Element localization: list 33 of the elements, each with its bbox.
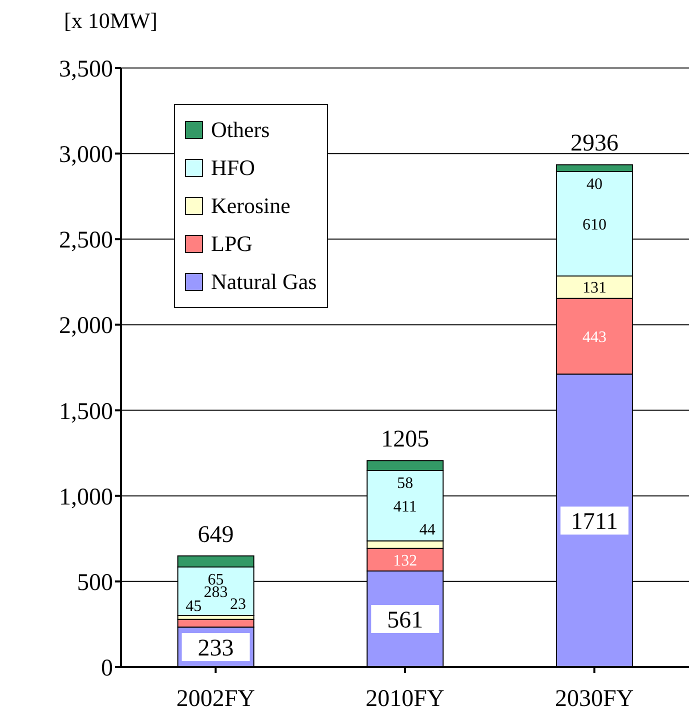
y-tick-label: 0 bbox=[101, 656, 113, 682]
total-label: 2936 bbox=[570, 130, 618, 157]
total-label: 649 bbox=[198, 522, 234, 548]
data-label: 45 bbox=[186, 598, 202, 616]
total-label: 1205 bbox=[381, 426, 430, 453]
y-tick-label: 1,000 bbox=[59, 484, 113, 510]
x-tick-label: 2002FY bbox=[176, 686, 256, 712]
y-tick-label: 2,500 bbox=[59, 228, 113, 254]
legend-label: HFO bbox=[211, 154, 256, 182]
data-label: 411 bbox=[393, 498, 417, 516]
data-label: 40 bbox=[586, 176, 602, 194]
y-axis-title: [x 10MW] bbox=[64, 8, 158, 34]
data-label: 610 bbox=[582, 216, 606, 234]
legend-label: LPG bbox=[211, 230, 253, 258]
y-tick-label: 1,500 bbox=[59, 398, 113, 425]
data-label: 23 bbox=[230, 596, 246, 614]
data-label: 132 bbox=[393, 552, 418, 570]
data-label: 443 bbox=[582, 328, 606, 346]
legend-label: Natural Gas bbox=[211, 268, 317, 296]
data-label: 561 bbox=[387, 607, 424, 634]
data-label: 233 bbox=[198, 635, 234, 662]
legend-label: Kerosine bbox=[211, 192, 290, 220]
data-label: 1711 bbox=[570, 508, 618, 535]
data-label: 58 bbox=[397, 475, 414, 492]
y-tick-label: 2,000 bbox=[59, 313, 113, 340]
y-tick-label: 500 bbox=[77, 570, 113, 596]
x-tick-label: 2030FY bbox=[554, 686, 634, 712]
data-label: 131 bbox=[582, 280, 606, 297]
x-tick-label: 2010FY bbox=[366, 686, 444, 712]
y-tick-label: 3,500 bbox=[59, 56, 113, 83]
legend-label: Others bbox=[211, 116, 270, 144]
y-tick-label: 3,000 bbox=[59, 142, 113, 168]
data-label: 44 bbox=[419, 521, 436, 538]
